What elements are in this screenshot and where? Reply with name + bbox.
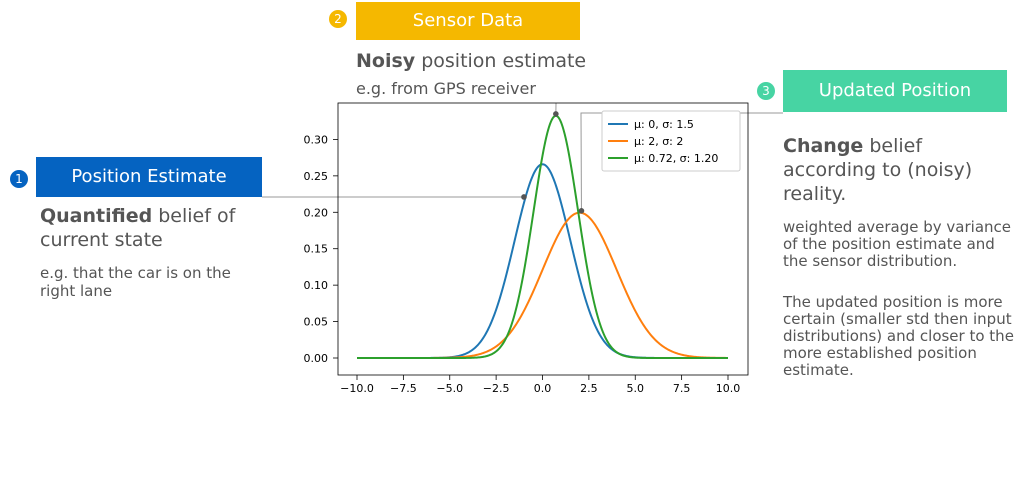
x-tick-label: 10.0: [716, 382, 741, 395]
y-tick-label: 0.00: [304, 352, 329, 365]
x-tick-label: −2.5: [483, 382, 510, 395]
series-line-2: [357, 211, 728, 359]
sensor-data-subtext: e.g. from GPS receiver: [356, 79, 536, 98]
x-tick-label: 0.0: [534, 382, 552, 395]
marker-points: [521, 111, 585, 214]
x-tick-label: −10.0: [340, 382, 374, 395]
x-tick-label: 5.0: [627, 382, 645, 395]
marker-point-3: [578, 208, 585, 214]
y-tick-label: 0.15: [304, 243, 329, 256]
axis-ticks: −10.0 −7.5 −5.0 −2.5 0.0 2.5 5.0 7.5 10.0 0.00 0.0…: [304, 133, 741, 395]
updated-position-heading-rest: belief according to (noisy) reality.: [783, 135, 973, 205]
position-estimate-banner: Position Estimate: [36, 157, 262, 197]
updated-position-banner: Updated Position: [783, 70, 1007, 112]
x-tick-label: −5.0: [436, 382, 463, 395]
y-tick-label: 0.20: [304, 206, 329, 219]
legend-label-2: μ: 2, σ: 2: [634, 135, 683, 148]
updated-position-heading-bold: Change: [783, 135, 864, 157]
legend-box: [601, 110, 741, 172]
step-3-number-badge: 3: [757, 82, 775, 100]
y-tick-label: 0.30: [304, 133, 329, 146]
step-2-number-badge: 2: [329, 10, 347, 28]
marker-point-1: [521, 194, 527, 200]
position-estimate-heading-bold: Quantified: [40, 205, 153, 227]
x-tick-label: 7.5: [673, 382, 691, 395]
marker-point-2: [553, 111, 559, 117]
legend-label-3: μ: 0.72, σ: 1.20: [634, 152, 718, 165]
plot-frame: [337, 102, 749, 376]
sensor-data-heading-rest: position estimate: [421, 50, 587, 72]
sensor-data-heading-bold: Noisy: [356, 50, 416, 72]
position-estimate-heading: Quantified belief of current state: [40, 204, 270, 252]
series-line-3: [357, 114, 728, 359]
x-tick-label: 2.5: [580, 382, 598, 395]
legend-label-1: μ: 0, σ: 1.5: [634, 118, 694, 131]
position-estimate-subtext: e.g. that the car is on the right lane: [40, 264, 231, 300]
chart-legend: μ: 0, σ: 1.5 μ: 2, σ: 2 μ: 0.72, σ: 1.20: [601, 110, 741, 172]
series-line-1: [357, 163, 728, 359]
updated-position-heading: Change belief according to (noisy) reali…: [783, 134, 1013, 206]
y-tick-label: 0.25: [304, 170, 329, 183]
sensor-data-banner: Sensor Data: [356, 2, 580, 40]
updated-position-paragraph-2: The updated position is more certain (sm…: [783, 293, 1014, 379]
position-estimate-heading-rest: belief of current state: [40, 205, 236, 251]
y-tick-label: 0.10: [304, 279, 329, 292]
updated-position-paragraph-1: weighted average by variance of the posi…: [783, 218, 1012, 270]
sensor-data-heading: Noisy position estimate: [356, 49, 586, 73]
y-tick-label: 0.05: [304, 316, 329, 329]
step-1-number-badge: 1: [10, 170, 28, 188]
series-curves: [357, 114, 728, 359]
x-tick-label: −7.5: [390, 382, 417, 395]
